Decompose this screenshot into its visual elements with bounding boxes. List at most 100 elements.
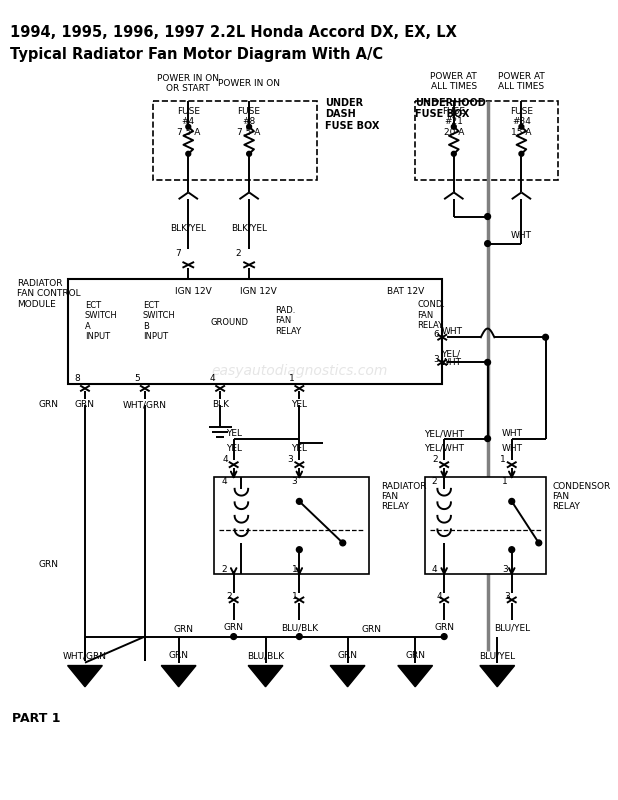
Circle shape <box>509 498 515 504</box>
Circle shape <box>297 634 302 639</box>
Polygon shape <box>248 666 283 686</box>
Text: RAD.
FAN
RELAY: RAD. FAN RELAY <box>275 306 302 336</box>
Circle shape <box>485 214 491 219</box>
Text: WHT/GRN: WHT/GRN <box>123 400 167 410</box>
Text: YEL/WHT: YEL/WHT <box>424 430 464 438</box>
Circle shape <box>247 124 252 129</box>
Text: 1994, 1995, 1996, 1997 2.2L Honda Accord DX, EX, LX: 1994, 1995, 1996, 1997 2.2L Honda Accord… <box>10 26 457 40</box>
Text: GROUND: GROUND <box>211 318 248 327</box>
Circle shape <box>485 436 491 442</box>
Text: 1: 1 <box>500 455 506 464</box>
Text: RADIATOR
FAN
RELAY: RADIATOR FAN RELAY <box>381 482 427 511</box>
Text: GRN: GRN <box>405 651 425 660</box>
Text: FUSE
#8
7.5 A: FUSE #8 7.5 A <box>237 107 261 137</box>
Text: YEL: YEL <box>291 444 307 453</box>
Text: BLK/YEL: BLK/YEL <box>171 224 206 233</box>
Text: 8: 8 <box>74 374 80 383</box>
Circle shape <box>485 359 491 366</box>
Text: 3: 3 <box>502 566 508 574</box>
Text: 4: 4 <box>436 593 442 602</box>
Text: B: B <box>174 666 183 676</box>
Text: 1: 1 <box>502 477 508 486</box>
Text: BLU/YEL: BLU/YEL <box>479 651 515 660</box>
Text: F: F <box>494 666 501 676</box>
Circle shape <box>509 546 515 553</box>
Polygon shape <box>398 666 433 686</box>
Circle shape <box>543 334 548 340</box>
Text: GRN: GRN <box>362 626 382 634</box>
Text: C: C <box>261 666 269 676</box>
Text: GRN: GRN <box>224 623 243 632</box>
Bar <box>214 478 369 574</box>
Text: E: E <box>412 666 419 676</box>
Text: easyautodiagnostics.com: easyautodiagnostics.com <box>211 364 387 378</box>
Text: 3: 3 <box>504 593 510 602</box>
Text: YEL: YEL <box>226 430 242 438</box>
Text: 2: 2 <box>226 593 232 602</box>
Circle shape <box>247 151 252 156</box>
Bar <box>67 279 442 383</box>
Text: Typical Radiator Fan Motor Diagram With A/C: Typical Radiator Fan Motor Diagram With … <box>10 46 383 62</box>
Text: IGN 12V: IGN 12V <box>240 287 277 296</box>
Text: FUSE
#21
20 A: FUSE #21 20 A <box>442 107 465 137</box>
Text: 4: 4 <box>222 455 228 464</box>
Text: A: A <box>81 666 89 676</box>
Text: WHT: WHT <box>501 430 522 438</box>
Text: 5: 5 <box>134 374 140 383</box>
Text: UNDERHOOD
FUSE BOX: UNDERHOOD FUSE BOX <box>415 98 486 119</box>
Text: 4: 4 <box>221 477 227 486</box>
Text: POWER IN ON: POWER IN ON <box>218 78 280 88</box>
Text: 1: 1 <box>289 374 294 383</box>
Circle shape <box>536 540 542 546</box>
Text: 1: 1 <box>292 593 297 602</box>
Bar <box>425 478 546 574</box>
Circle shape <box>186 124 191 129</box>
Text: 2: 2 <box>221 566 227 574</box>
Text: YEL/: YEL/ <box>441 349 460 358</box>
Text: GRN: GRN <box>38 560 58 569</box>
Text: 2: 2 <box>235 249 241 258</box>
Text: FUSE
#34
15 A: FUSE #34 15 A <box>510 107 533 137</box>
Text: 3: 3 <box>288 455 294 464</box>
Text: PART 1: PART 1 <box>12 712 60 725</box>
Circle shape <box>231 634 237 639</box>
Text: 4: 4 <box>432 566 438 574</box>
Text: WHT/GRN: WHT/GRN <box>63 651 107 660</box>
Polygon shape <box>330 666 365 686</box>
Circle shape <box>186 151 191 156</box>
Circle shape <box>451 124 456 129</box>
Text: BLK: BLK <box>211 400 229 410</box>
Text: POWER IN ON
OR START: POWER IN ON OR START <box>158 74 219 93</box>
Text: COND.
FAN
RELAY: COND. FAN RELAY <box>417 300 445 330</box>
Text: 7: 7 <box>175 249 180 258</box>
Text: ECT
SWITCH
A
INPUT: ECT SWITCH A INPUT <box>85 301 117 341</box>
Text: 2: 2 <box>432 477 438 486</box>
Text: WHT: WHT <box>441 327 462 336</box>
Circle shape <box>297 498 302 504</box>
Text: GRN: GRN <box>434 623 454 632</box>
Text: BLU/BLK: BLU/BLK <box>281 623 318 632</box>
Text: 3: 3 <box>292 477 297 486</box>
Text: 3: 3 <box>434 355 439 364</box>
Bar <box>153 101 316 180</box>
Text: WHT: WHT <box>511 231 532 240</box>
Text: WHT: WHT <box>501 444 522 453</box>
Text: D: D <box>343 666 352 676</box>
Circle shape <box>441 634 447 639</box>
Polygon shape <box>480 666 515 686</box>
Text: GRN: GRN <box>337 651 358 660</box>
Circle shape <box>451 151 456 156</box>
Text: BAT 12V: BAT 12V <box>387 287 424 296</box>
Text: CONDENSOR
FAN
RELAY: CONDENSOR FAN RELAY <box>552 482 611 511</box>
Text: RADIATOR
FAN CONTROL
MODULE: RADIATOR FAN CONTROL MODULE <box>17 279 81 309</box>
Text: 2: 2 <box>433 455 438 464</box>
Text: BLK/YEL: BLK/YEL <box>231 224 267 233</box>
Text: GRN: GRN <box>169 651 188 660</box>
Bar <box>415 101 558 180</box>
Text: YEL: YEL <box>226 444 242 453</box>
Circle shape <box>519 124 524 129</box>
Text: ECT
SWITCH
B
INPUT: ECT SWITCH B INPUT <box>143 301 176 341</box>
Circle shape <box>340 540 345 546</box>
Text: GRN: GRN <box>174 626 193 634</box>
Text: YEL: YEL <box>291 400 307 410</box>
